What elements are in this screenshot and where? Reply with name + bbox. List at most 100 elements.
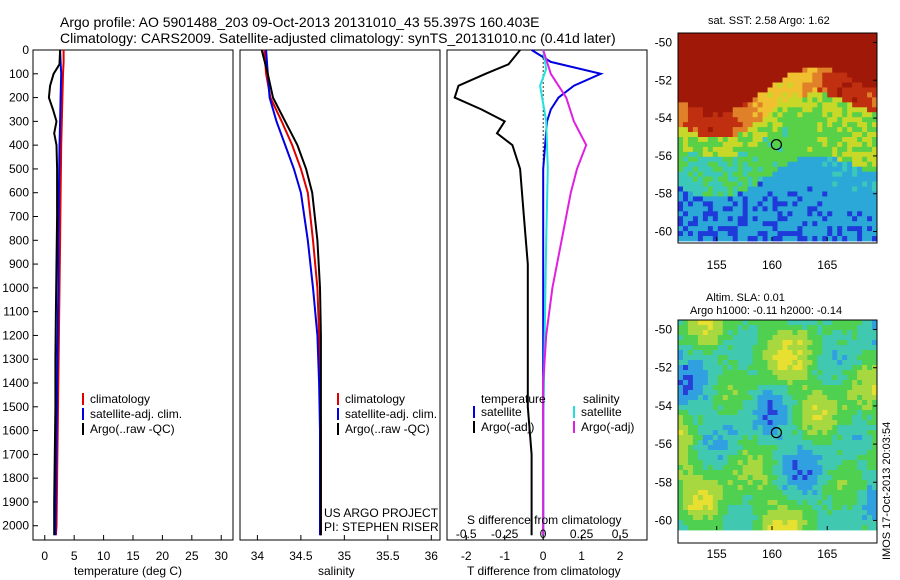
map-cell xyxy=(752,176,759,182)
map-cell xyxy=(752,365,759,371)
map-cell xyxy=(787,201,793,207)
map-cell xyxy=(772,87,778,93)
map-cell xyxy=(867,67,873,74)
map-cell xyxy=(757,122,763,128)
map-cell xyxy=(842,375,848,381)
map-cell xyxy=(852,525,858,531)
map-cell xyxy=(757,465,763,471)
map-cell xyxy=(697,72,704,78)
map-cell xyxy=(842,455,848,461)
map-cell xyxy=(792,320,798,326)
map-cell xyxy=(872,156,878,163)
map-cell xyxy=(847,525,853,531)
map-cell xyxy=(712,102,719,108)
map-cell xyxy=(822,57,828,64)
map-cell xyxy=(797,495,803,501)
map-cell xyxy=(797,335,803,341)
legend-satellite-adj-sal: satellite-adj. clim. xyxy=(345,407,437,421)
map-cell xyxy=(697,375,704,381)
map-cell xyxy=(802,430,808,436)
map-cell xyxy=(697,520,704,526)
map-cell xyxy=(682,410,689,416)
map-cell xyxy=(777,505,783,511)
map-cell xyxy=(707,216,714,222)
map-cell xyxy=(772,216,778,222)
map-cell xyxy=(847,211,853,217)
map-cell xyxy=(842,325,848,331)
map-cell xyxy=(782,171,788,178)
map-cell xyxy=(797,236,803,242)
map-cell xyxy=(742,350,749,356)
map-cell xyxy=(807,410,813,416)
map-cell xyxy=(727,500,734,506)
map-cell xyxy=(682,330,689,336)
map-cell xyxy=(872,435,878,441)
salinity-plot-frame xyxy=(239,49,441,541)
map-cell xyxy=(762,82,768,88)
map-cell xyxy=(702,176,709,182)
map-cell xyxy=(722,335,729,341)
map-cell xyxy=(767,385,773,391)
map-cell xyxy=(792,161,798,168)
map-cell xyxy=(872,226,878,232)
map-cell xyxy=(767,221,773,227)
map-cell xyxy=(767,201,773,207)
map-cell xyxy=(802,231,808,237)
map-cell xyxy=(832,465,838,471)
map-cell xyxy=(687,380,694,386)
map-cell xyxy=(847,350,853,356)
map-cell xyxy=(722,156,729,163)
map-cell xyxy=(782,97,788,103)
map-cell xyxy=(852,480,858,486)
map-cell xyxy=(862,485,868,491)
map-cell xyxy=(792,196,798,202)
map-cell xyxy=(767,102,773,108)
map-cell xyxy=(777,485,783,491)
map-cell xyxy=(797,216,803,222)
map-cell xyxy=(712,127,719,133)
map-cell xyxy=(717,102,724,108)
map-cell xyxy=(757,490,763,496)
map-cell xyxy=(722,360,729,366)
map-cell xyxy=(722,92,729,98)
map-cell xyxy=(867,425,873,431)
map-cell xyxy=(762,460,768,466)
map-cell xyxy=(807,33,813,39)
map-cell xyxy=(862,92,868,98)
map-cell xyxy=(727,151,734,158)
lon-tick-label: 155 xyxy=(707,258,727,272)
map-cell xyxy=(837,151,843,158)
map-cell xyxy=(837,62,843,69)
map-cell xyxy=(697,92,704,98)
map-cell xyxy=(847,505,853,511)
map-cell xyxy=(817,400,823,406)
map-cell xyxy=(742,236,749,242)
map-cell xyxy=(787,87,793,93)
map-cell xyxy=(827,196,833,202)
map-cell xyxy=(782,445,788,451)
map-cell xyxy=(678,325,684,331)
map-cell xyxy=(712,525,719,531)
map-cell xyxy=(867,490,873,496)
map-cell xyxy=(802,490,808,496)
map-cell xyxy=(782,77,788,83)
map-cell xyxy=(797,365,803,371)
map-cell xyxy=(732,132,739,138)
map-cell xyxy=(842,62,848,69)
map-cell xyxy=(862,525,868,531)
map-cell xyxy=(792,156,798,163)
map-cell xyxy=(787,355,793,361)
map-cell xyxy=(767,52,773,59)
map-cell xyxy=(682,62,689,69)
map-cell xyxy=(682,485,689,491)
map-cell xyxy=(817,480,823,486)
map-cell xyxy=(807,181,813,187)
map-cell xyxy=(852,156,858,163)
map-cell xyxy=(777,92,783,98)
map-cell xyxy=(732,365,739,371)
map-cell xyxy=(802,475,808,481)
x-tick-label: 35 xyxy=(338,549,352,563)
map-cell xyxy=(827,395,833,401)
map-cell xyxy=(832,340,838,346)
map-cell xyxy=(737,107,744,113)
